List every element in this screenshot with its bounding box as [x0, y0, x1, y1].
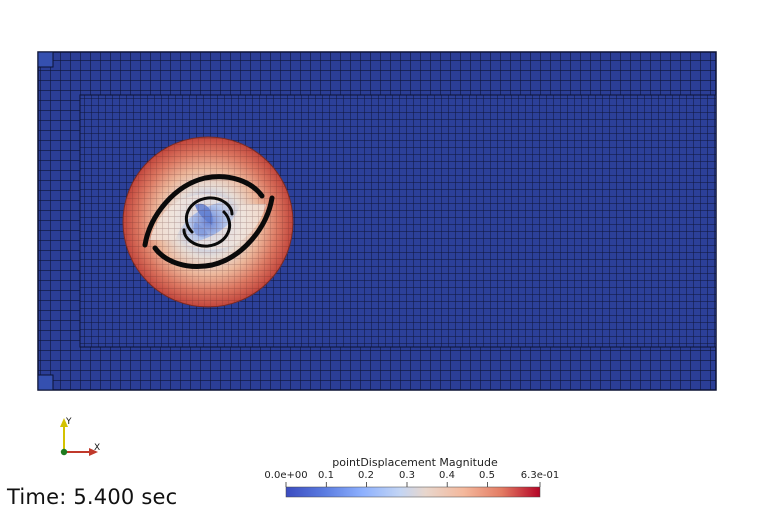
rotor-blade: [152, 195, 275, 269]
mesh-corner-block: [37, 374, 54, 391]
colorbar: pointDisplacement Magnitude 0.0e+00 0.1 …: [260, 452, 570, 512]
x-axis-label: X: [94, 443, 100, 453]
rotor-region: [122, 136, 294, 308]
rotor-blade-inner: [182, 210, 231, 248]
colorbar-tick-label: 0.0e+00: [264, 470, 308, 481]
x-axis-arrow: [89, 448, 98, 456]
mesh-corner-block: [37, 51, 54, 68]
colorbar-gradient: [285, 486, 541, 498]
time-annotation: Time: 5.400 sec: [7, 485, 178, 509]
rotor-blade: [142, 174, 265, 248]
y-axis-arrow: [60, 418, 68, 427]
colorbar-tick-label: 0.5: [479, 470, 495, 481]
colorbar-tick-label: 0.2: [358, 470, 374, 481]
z-axis-marker: [60, 448, 68, 456]
rotor-blades: [142, 174, 275, 269]
colorbar-title: pointDisplacement Magnitude: [332, 456, 498, 469]
colorbar-tick-label: 0.1: [318, 470, 334, 481]
colorbar-tick-label: 0.4: [439, 470, 455, 481]
y-axis-label: Y: [65, 417, 72, 427]
colorbar-tick-label: 0.3: [399, 470, 415, 481]
axes-triad: Y X: [60, 417, 100, 456]
rotor-blade-inner: [185, 196, 234, 234]
colorbar-ticks: [285, 482, 541, 487]
colorbar-tick-label: 6.3e-01: [520, 470, 560, 481]
